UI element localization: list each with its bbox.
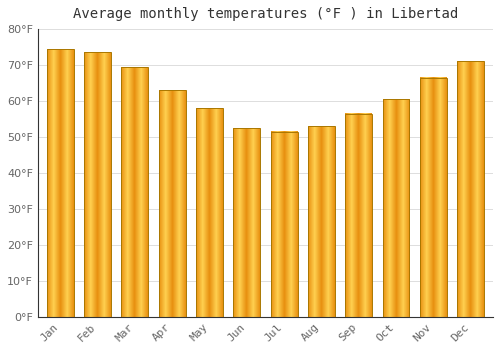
Bar (84, 52, 111, 317)
Bar (158, 90, 186, 317)
Bar (84, 52, 111, 317)
Bar (234, 128, 260, 317)
Bar (308, 126, 335, 317)
Bar (47, 49, 74, 317)
Bar (420, 78, 447, 317)
Bar (346, 114, 372, 317)
Bar (420, 78, 447, 317)
Title: Average monthly temperatures (°F ) in Libertad: Average monthly temperatures (°F ) in Li… (73, 7, 458, 21)
Bar (270, 132, 297, 317)
Bar (196, 108, 223, 317)
Bar (122, 67, 148, 317)
Bar (47, 49, 74, 317)
Bar (457, 62, 484, 317)
Bar (234, 128, 260, 317)
Bar (382, 99, 409, 317)
Bar (308, 126, 335, 317)
Bar (122, 67, 148, 317)
Bar (158, 90, 186, 317)
Bar (346, 114, 372, 317)
Bar (382, 99, 409, 317)
Bar (196, 108, 223, 317)
Bar (270, 132, 297, 317)
Bar (457, 62, 484, 317)
